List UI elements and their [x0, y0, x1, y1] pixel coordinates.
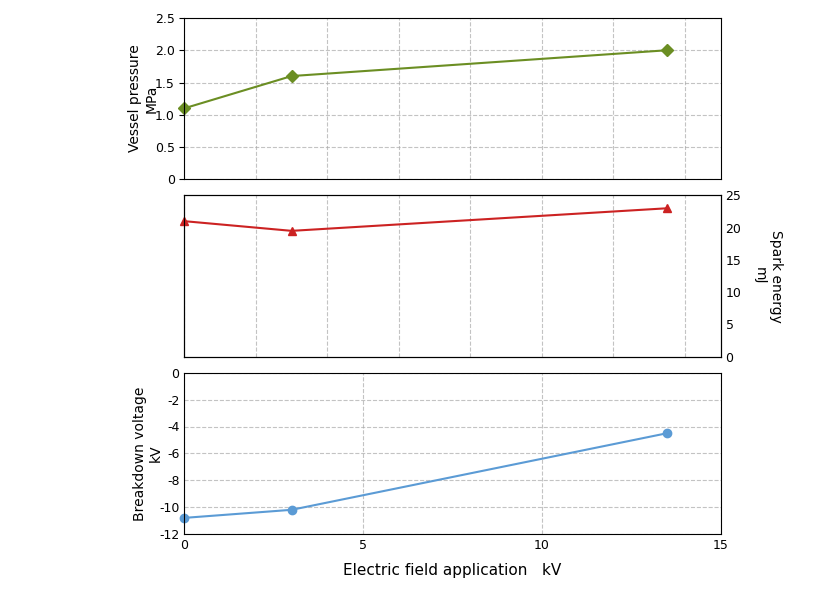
- X-axis label: Electric field application   kV: Electric field application kV: [344, 563, 561, 578]
- Y-axis label: Spark energy
mJ: Spark energy mJ: [753, 230, 783, 322]
- Y-axis label: Breakdown voltage
kV: Breakdown voltage kV: [133, 386, 163, 521]
- Y-axis label: Vessel pressure
MPa: Vessel pressure MPa: [128, 45, 158, 152]
